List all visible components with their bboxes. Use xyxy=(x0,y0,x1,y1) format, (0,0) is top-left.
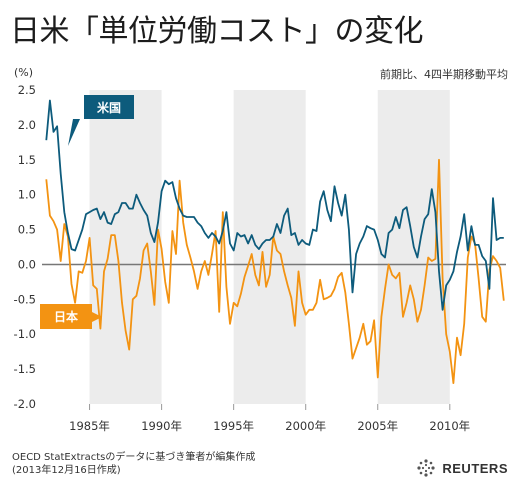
shaded-period-0 xyxy=(89,90,162,404)
y-tick-label: 0.5 xyxy=(18,223,36,237)
x-tick-label: 2005年 xyxy=(357,419,398,433)
legend-callout-us: 米国 xyxy=(68,95,134,146)
shaded-periods xyxy=(89,90,450,404)
source-line-2: (2013年12月16日作成) xyxy=(12,465,121,476)
y-tick-label: -1.5 xyxy=(14,362,36,376)
y-tick-label: 0.0 xyxy=(18,257,36,271)
page-title: 日米「単位労働コスト」の変化 xyxy=(10,14,424,49)
legend-label-us: 米国 xyxy=(97,100,121,115)
y-tick-label: 2.0 xyxy=(18,118,36,132)
x-tick-label: 1985年 xyxy=(69,419,110,433)
series-lines xyxy=(45,99,505,385)
x-tick-label: 2010年 xyxy=(429,419,470,433)
series-line-japan xyxy=(45,158,505,385)
legend-callout-us-box xyxy=(68,95,134,146)
source-line-1: OECD StatExtractsのデータに基づき筆者が編集作成 xyxy=(12,452,256,463)
legend-callout-japan-box xyxy=(40,304,102,329)
x-axis-ticks: 1985年 1990年 1995年 2000年 2005年 2010年 xyxy=(69,404,470,433)
shaded-period-1 xyxy=(233,90,306,404)
legend-callout-japan: 日本 xyxy=(40,304,102,329)
y-tick-label: -2.0 xyxy=(14,397,36,411)
series-line-us xyxy=(45,99,504,311)
reuters-logo: REUTERS xyxy=(416,458,508,478)
chart-subtitle: 前期比、4四半期移動平均 xyxy=(380,68,508,81)
legend-label-japan: 日本 xyxy=(54,309,78,324)
y-unit-label: (%) xyxy=(14,66,34,79)
reuters-dots-icon xyxy=(417,459,435,477)
x-tick-label: 2000年 xyxy=(285,419,326,433)
y-tick-label: 1.5 xyxy=(18,153,36,167)
y-axis-ticks: 2.5 2.0 1.5 1.0 0.5 0.0 -0.5 -1.0 -1.5 -2.0 xyxy=(14,83,36,411)
source-note: OECD StatExtractsのデータに基づき筆者が編集作成 (2013年1… xyxy=(12,451,255,477)
y-tick-label: 1.0 xyxy=(18,188,36,202)
y-tick-label: -1.0 xyxy=(14,327,36,341)
x-tick-label: 1990年 xyxy=(141,419,182,433)
y-tick-label: -0.5 xyxy=(14,292,36,306)
reuters-brand-text: REUTERS xyxy=(442,460,508,476)
x-tick-label: 1995年 xyxy=(213,419,254,433)
y-tick-label: 2.5 xyxy=(18,83,36,97)
